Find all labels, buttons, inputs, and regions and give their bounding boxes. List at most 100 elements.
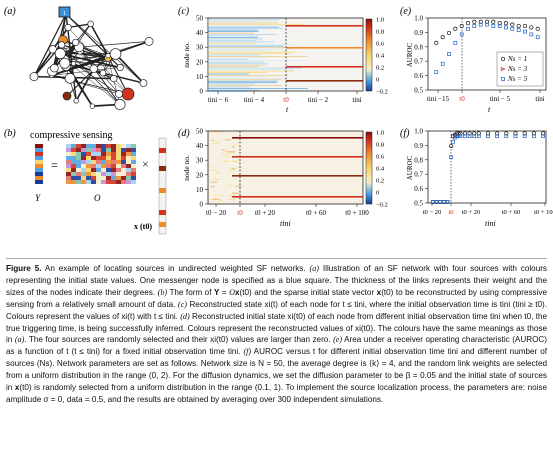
noise-cell xyxy=(214,194,218,196)
xtick-label: tini − 4 xyxy=(244,96,265,104)
data-point xyxy=(463,134,467,139)
data-point xyxy=(510,26,515,31)
o-matrix-cell xyxy=(106,164,111,168)
data-point xyxy=(535,35,540,40)
o-matrix-cell xyxy=(86,148,91,152)
o-matrix-cell xyxy=(81,180,86,184)
o-matrix-cell xyxy=(121,176,126,180)
o-matrix-cell xyxy=(96,144,101,148)
o-matrix-cell xyxy=(116,156,121,160)
network-node xyxy=(105,52,111,59)
noise-cell xyxy=(225,156,230,157)
caption-fragment: O xyxy=(229,287,235,297)
o-matrix-cell xyxy=(81,144,86,148)
data-point xyxy=(484,19,490,24)
o-matrix-cell xyxy=(106,180,111,184)
heatmap-row xyxy=(208,57,267,59)
heatmap-row xyxy=(208,41,275,43)
data-point xyxy=(476,134,481,139)
o-matrix-cell xyxy=(131,176,136,180)
o-matrix-cell xyxy=(86,164,91,168)
y-vector-cell xyxy=(35,144,43,148)
o-matrix-cell xyxy=(86,172,91,176)
o-matrix-cell xyxy=(111,144,116,148)
heatmap-row xyxy=(208,32,255,34)
figure-5: (a) (b) (c) (d) (e) (f) 1 compressive se… xyxy=(4,6,553,235)
caption-fragment: (a) xyxy=(14,335,25,345)
heatmap-row xyxy=(208,91,249,92)
caption-fragment: (t0) and the sparse initial state vector xyxy=(239,287,377,297)
o-matrix-cell xyxy=(86,160,91,164)
panel-label-b: (b) xyxy=(4,128,16,139)
heatmap-row xyxy=(208,61,263,63)
o-matrix-cell xyxy=(131,156,136,160)
ytick-label: 20 xyxy=(196,171,204,179)
y-vector-cell xyxy=(35,176,43,180)
o-matrix-cell xyxy=(121,148,126,152)
network-node xyxy=(110,74,118,83)
o-matrix-cell xyxy=(131,168,136,172)
o-matrix-cell xyxy=(101,164,106,168)
o-matrix-cell xyxy=(121,160,126,164)
o-matrix-cell xyxy=(66,160,71,164)
ytick-label: 40 xyxy=(196,29,204,37)
o-matrix-cell xyxy=(111,176,116,180)
o-matrix-cell xyxy=(81,176,86,180)
heatmap-row xyxy=(208,28,284,30)
heatmap-row xyxy=(208,38,263,40)
network-link xyxy=(62,39,109,59)
heatmap-row xyxy=(208,20,257,22)
heatmap-row xyxy=(208,70,294,72)
o-matrix-cell xyxy=(66,172,71,176)
o-matrix-cell xyxy=(106,144,111,148)
data-point xyxy=(451,139,455,144)
y-vector-cell xyxy=(35,160,43,164)
source-row xyxy=(232,137,363,139)
o-matrix-cell xyxy=(91,168,96,172)
o-matrix-cell xyxy=(131,144,136,148)
heatmap-row xyxy=(208,50,266,51)
data-point xyxy=(522,23,528,29)
o-matrix-cell xyxy=(81,160,86,164)
o-matrix-cell xyxy=(96,148,101,152)
data-point xyxy=(491,19,496,24)
o-matrix-cell xyxy=(106,152,111,156)
data-point xyxy=(541,131,546,136)
data-point xyxy=(501,77,505,81)
o-matrix-cell xyxy=(116,168,121,172)
source-row xyxy=(232,156,363,158)
o-matrix-cell xyxy=(101,144,106,148)
heatmap-row xyxy=(208,56,308,57)
o-matrix-cell xyxy=(111,160,116,164)
panel-e-xlabel: t xyxy=(488,105,491,114)
o-matrix-cell xyxy=(86,152,91,156)
data-point xyxy=(500,56,506,62)
x-vector-cell xyxy=(159,210,166,215)
o-matrix-cell xyxy=(86,144,91,148)
o-matrix-cell xyxy=(71,164,76,168)
heatmap-row xyxy=(208,88,308,89)
data-point xyxy=(458,134,463,139)
colorbar-tick: 0.8 xyxy=(376,142,384,149)
o-matrix-cell xyxy=(101,148,106,152)
o-matrix-cell xyxy=(121,144,126,148)
o-matrix-cell xyxy=(106,148,111,152)
caption-fragment: (b) xyxy=(157,287,168,297)
panel-d-xlabel: tini xyxy=(280,219,291,228)
network-node xyxy=(115,90,123,98)
heatmap-row xyxy=(208,77,290,79)
noise-cell xyxy=(210,166,213,168)
data-point xyxy=(504,25,508,30)
xtick-label: t0 − 20 xyxy=(206,209,226,217)
ytick-label: 10 xyxy=(196,186,204,194)
caption-fragment: (f) xyxy=(243,347,252,357)
o-matrix-cell xyxy=(71,148,76,152)
xtick-label: t0 + 60 xyxy=(502,209,520,216)
o-matrix-cell xyxy=(96,172,101,176)
data-point xyxy=(503,21,509,26)
legend-entry: Ns = 5 xyxy=(507,75,528,83)
ytick-label: 0.7 xyxy=(414,171,423,179)
noise-cell xyxy=(211,144,214,145)
data-point xyxy=(497,24,502,28)
data-point xyxy=(485,131,491,136)
